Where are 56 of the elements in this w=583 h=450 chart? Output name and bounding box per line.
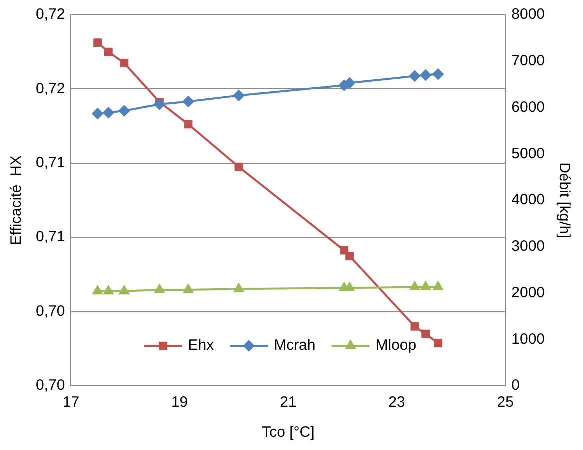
point <box>434 339 442 348</box>
legend-label: Ehx <box>188 337 215 354</box>
y-tick-label: 0,71 <box>36 154 66 172</box>
y2-axis-title: Débit [kg/h] <box>556 162 573 238</box>
y2-tick-label: 8000 <box>512 6 546 24</box>
point <box>94 38 102 48</box>
y-tick-label: 0,72 <box>36 6 66 24</box>
point <box>154 284 165 294</box>
x-tick-label: 19 <box>171 394 188 412</box>
y2-tick-label: 7000 <box>512 52 546 70</box>
legend-label: Mloop <box>376 337 417 354</box>
y-axis-title: Efficacité HX <box>8 156 26 246</box>
point <box>182 96 194 108</box>
x-tick-label: 23 <box>388 394 406 412</box>
point <box>118 105 130 116</box>
point <box>234 162 244 172</box>
legend-label: Mcrah <box>274 337 316 354</box>
point <box>120 286 130 295</box>
point <box>154 99 166 110</box>
y2-tick-label: 5000 <box>512 145 546 162</box>
point <box>104 48 113 56</box>
point <box>432 68 444 80</box>
point <box>344 78 356 89</box>
y2-tick-label: 0 <box>512 377 520 394</box>
point <box>346 252 354 260</box>
point <box>104 286 114 295</box>
x-axis-title: Tco [°C] <box>262 424 315 442</box>
point <box>340 246 349 255</box>
point <box>410 282 420 290</box>
point <box>184 284 194 294</box>
point <box>433 282 444 290</box>
x-tick-label: 25 <box>497 394 514 412</box>
point <box>422 330 430 338</box>
y-tick-label: 0,72 <box>36 80 66 98</box>
y-tick-label: 0,70 <box>36 302 66 320</box>
point <box>92 286 103 295</box>
y-tick-label: 0,71 <box>36 228 66 246</box>
point <box>120 59 129 68</box>
point <box>420 70 432 81</box>
point <box>410 322 420 331</box>
y2-tick-label: 2000 <box>512 284 546 302</box>
y2-tick-label: 3000 <box>512 238 546 256</box>
x-tick-label: 21 <box>280 394 297 412</box>
x-tick-label: 17 <box>62 394 80 412</box>
point <box>184 120 193 129</box>
point <box>409 70 420 82</box>
point <box>103 107 114 118</box>
point <box>420 282 431 290</box>
point <box>234 284 244 292</box>
y2-tick-label: 6000 <box>512 98 546 116</box>
point <box>92 108 104 120</box>
y-tick-label: 0,70 <box>36 377 66 394</box>
point <box>233 90 244 102</box>
point <box>344 282 355 292</box>
y2-tick-label: 4000 <box>512 192 546 209</box>
y2-tick-label: 1000 <box>512 330 546 348</box>
